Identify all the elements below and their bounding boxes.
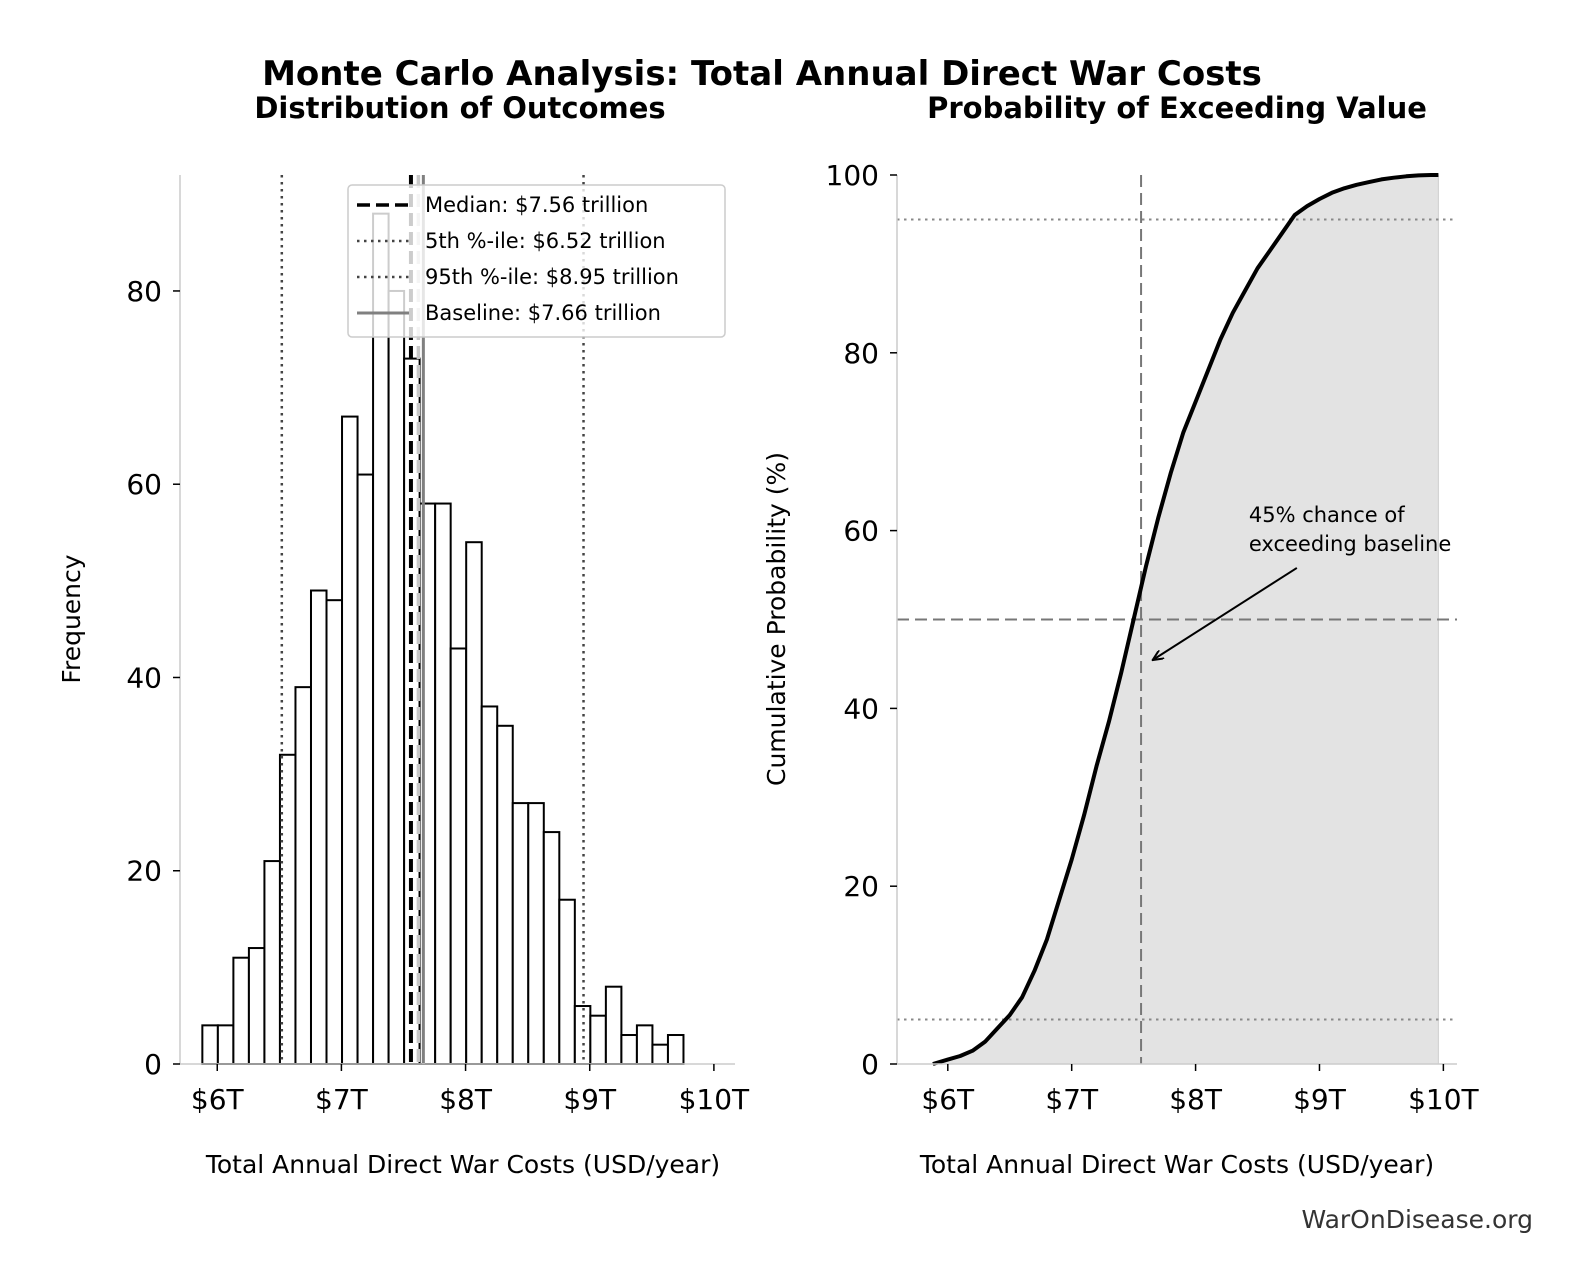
- histogram-bar: [651, 1043, 669, 1066]
- y-tick-label: 80: [843, 337, 879, 370]
- legend-frame: [347, 184, 726, 338]
- histogram-bar: [309, 589, 328, 1065]
- exceedance-reference-lines: [897, 175, 1457, 1064]
- x-tick-label: $7T: [315, 1083, 369, 1116]
- exceedance-y-label: Cumulative Probability (%): [762, 452, 791, 786]
- histogram-x-label: Total Annual Direct War Costs (USD/year): [205, 1150, 720, 1179]
- histogram-title: Distribution of Outcomes: [254, 91, 665, 125]
- y-tick-label: 40: [126, 661, 162, 694]
- exceedance-annotation: 45% chance of exceeding baseline: [1153, 503, 1451, 660]
- y-tick-label: 0: [861, 1048, 879, 1081]
- histogram-bar: [325, 599, 344, 1065]
- histogram-bar: [620, 1034, 638, 1065]
- histogram-y-label: Frequency: [57, 554, 86, 683]
- histogram-bar: [558, 898, 576, 1066]
- cumulative-line: [932, 173, 1439, 1066]
- histogram-bar: [434, 502, 452, 1066]
- x-tick-label: $6T: [921, 1083, 975, 1116]
- histogram-panel: Distribution of Outcomes 0 20 40 60 80 $6T $7T…: [57, 91, 750, 1179]
- x-tick-label: $9T: [563, 1083, 617, 1116]
- histogram-bar: [511, 802, 530, 1065]
- x-tick-label: $6T: [191, 1083, 245, 1116]
- legend-median-label: Median: $7.56 trillion: [425, 193, 648, 217]
- histogram-bar: [465, 541, 483, 1065]
- y-tick-label: 20: [126, 855, 162, 888]
- x-tick-label: $10T: [679, 1083, 750, 1116]
- histogram-bars: [201, 212, 685, 1066]
- histogram-bar: [480, 705, 499, 1066]
- y-tick-label: 0: [144, 1048, 162, 1081]
- exceedance-title: Probability of Exceeding Value: [927, 91, 1427, 125]
- legend-p5-label: 5th %-ile: $6.52 trillion: [425, 229, 666, 253]
- y-tick-label: 60: [126, 468, 162, 501]
- exceedance-x-label: Total Annual Direct War Costs (USD/year): [919, 1150, 1434, 1179]
- histogram-bar: [216, 1024, 235, 1065]
- histogram-bar: [263, 860, 281, 1066]
- histogram-bar: [573, 1005, 592, 1065]
- histogram-bar: [496, 724, 514, 1065]
- histogram-axes: 0 20 40 60 80 $6T $7T $8T $9T $10T: [126, 175, 750, 1116]
- x-tick-label: $7T: [1045, 1083, 1099, 1116]
- histogram-bar: [232, 956, 250, 1066]
- x-tick-label: $8T: [439, 1083, 493, 1116]
- histogram-bar: [635, 1024, 654, 1065]
- histogram-bar: [201, 1024, 219, 1065]
- y-tick-label: 80: [126, 275, 162, 308]
- annotation-line-2: exceeding baseline: [1249, 532, 1451, 556]
- y-tick-label: 100: [826, 159, 879, 192]
- histogram-bar: [604, 985, 623, 1066]
- exceedance-axes: 0 20 40 60 80 100 $6T $7T $8T $9T $10T: [826, 159, 1480, 1116]
- exceedance-curve: [932, 173, 1439, 1066]
- histogram-bar: [527, 802, 545, 1065]
- histogram-bar: [372, 212, 390, 1066]
- histogram-legend: Median: $7.56 trillion 5th %-ile: $6.52 …: [347, 184, 726, 338]
- legend-baseline-label: Baseline: $7.66 trillion: [425, 301, 661, 325]
- annotation-arrow: [1153, 567, 1298, 660]
- histogram-bar: [449, 647, 468, 1065]
- histogram-bar: [387, 289, 406, 1065]
- exceedance-panel: Probability of Exceeding Value 0 20 40 60 80…: [762, 91, 1480, 1179]
- x-tick-label: $10T: [1408, 1083, 1479, 1116]
- histogram-bar: [247, 947, 266, 1065]
- y-tick-label: 40: [843, 692, 879, 725]
- histogram-bar: [666, 1034, 685, 1065]
- histogram-bar: [278, 753, 297, 1065]
- x-tick-label: $9T: [1293, 1083, 1347, 1116]
- watermark: WarOnDisease.org: [1301, 1205, 1533, 1234]
- legend-p95-label: 95th %-ile: $8.95 trillion: [425, 265, 679, 289]
- histogram-bar: [356, 473, 375, 1066]
- annotation-line-1: 45% chance of: [1249, 503, 1405, 527]
- histogram-bar: [589, 1014, 607, 1065]
- histogram-bar: [341, 415, 359, 1065]
- histogram-bar: [542, 831, 561, 1066]
- y-tick-label: 60: [843, 515, 879, 548]
- y-tick-label: 20: [843, 870, 879, 903]
- histogram-bar: [294, 686, 312, 1065]
- figure-title: Monte Carlo Analysis: Total Annual Direc…: [262, 54, 1262, 94]
- x-tick-label: $8T: [1169, 1083, 1223, 1116]
